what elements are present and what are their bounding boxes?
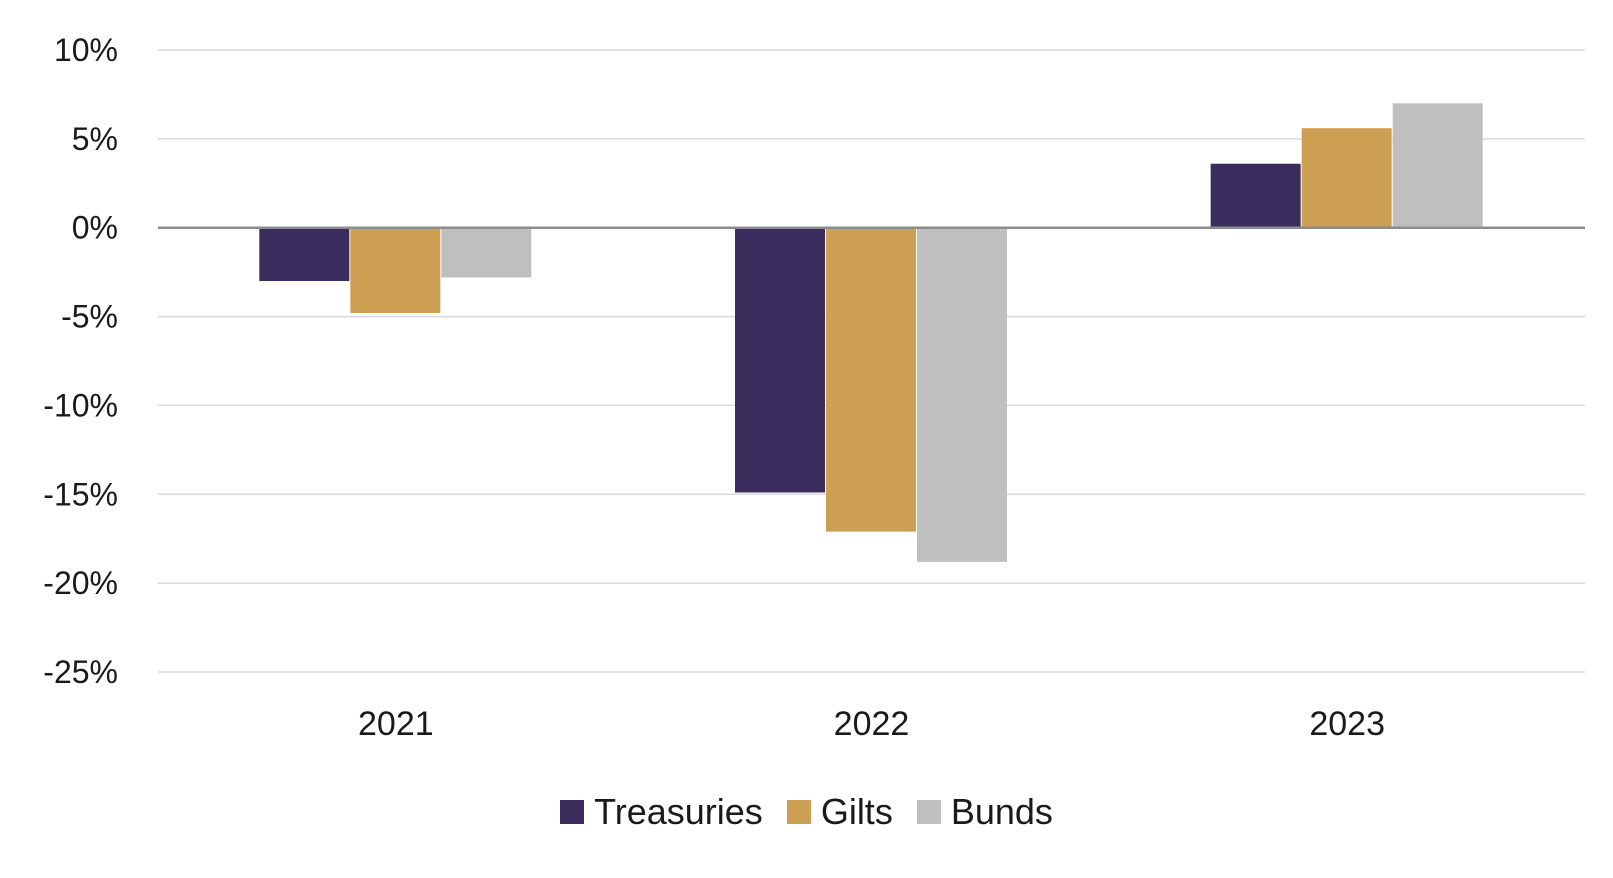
- bar-treasuries-2022: [735, 227, 825, 493]
- y-tick-label: 5%: [72, 121, 118, 157]
- legend-swatch: [560, 800, 585, 824]
- y-tick-label: -25%: [43, 654, 118, 690]
- x-axis: 2021 2022 2023: [358, 705, 1385, 743]
- legend-label: Treasuries: [594, 791, 763, 832]
- bar-treasuries-2021: [259, 227, 350, 282]
- y-tick-label: -5%: [61, 299, 118, 335]
- bar-gilts-2021: [350, 227, 441, 314]
- bar-treasuries-2023: [1210, 163, 1301, 228]
- legend-item-gilts: Gilts: [786, 791, 893, 832]
- legend-swatch: [786, 800, 811, 824]
- bar-bunds-2023: [1392, 103, 1483, 228]
- bars: [259, 103, 1483, 562]
- legend-swatch: [916, 800, 941, 824]
- x-tick-label: 2022: [834, 705, 910, 743]
- legend-item-treasuries: Treasuries: [560, 792, 763, 832]
- legend-label: Bunds: [950, 791, 1053, 832]
- legend-item-bunds: Bunds: [916, 791, 1053, 832]
- bar-bunds-2022: [917, 227, 1007, 562]
- y-tick-label: -10%: [43, 387, 118, 423]
- legend-label: Gilts: [820, 791, 893, 832]
- y-tick-label: 10%: [54, 32, 118, 68]
- y-axis: 10% 5% 0% -5% -10% -15% -20% -25%: [43, 32, 118, 690]
- legend: Treasuries Gilts Bunds: [0, 792, 1613, 832]
- bar-gilts-2022: [826, 227, 916, 532]
- bar-bunds-2021: [441, 227, 532, 278]
- x-tick-label: 2023: [1309, 705, 1385, 743]
- y-tick-label: -15%: [43, 476, 118, 512]
- y-tick-label: -20%: [43, 565, 118, 601]
- x-tick-label: 2021: [358, 705, 434, 743]
- bar-gilts-2023: [1301, 128, 1392, 228]
- y-tick-label: 0%: [72, 210, 118, 246]
